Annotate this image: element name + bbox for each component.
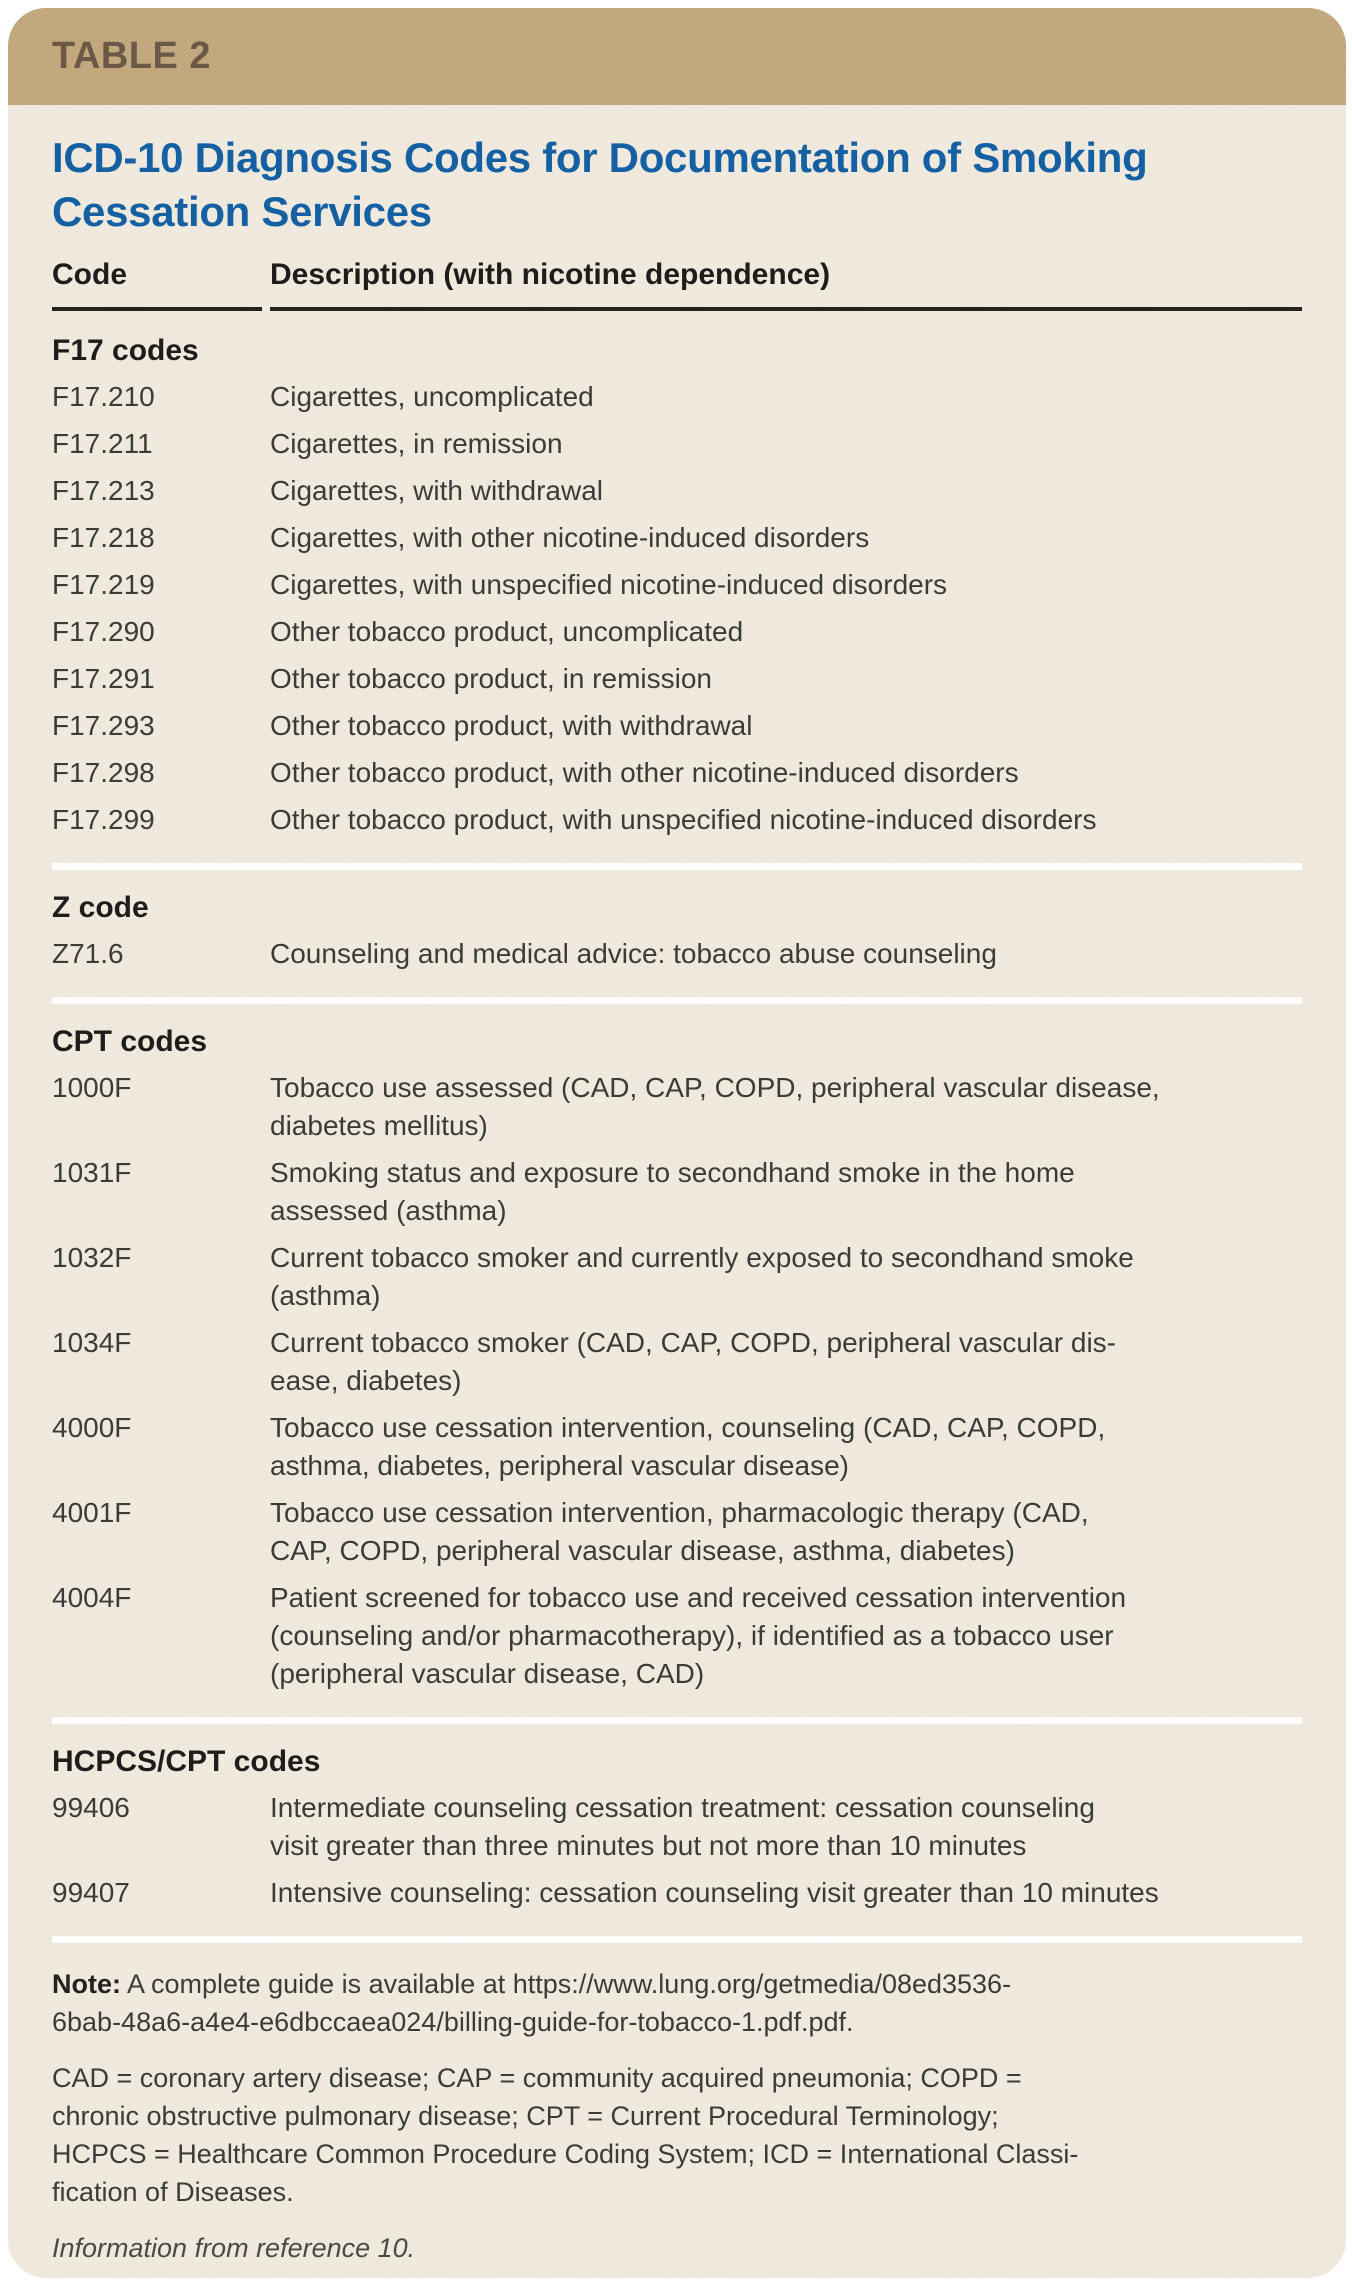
description-cell: Current tobacco smoker and currently exp… [270,1242,1134,1311]
code-cell: Z71.6 [52,938,124,969]
description-cell: Other tobacco product, with unspecified … [270,804,1097,835]
note-label: Note: [52,1969,121,1999]
section-heading-cpt-codes: CPT codes [52,1025,208,1058]
section-heading-z-code: Z code [52,891,149,924]
table-row: F17.218 Cigarettes, with other nicotine-… [52,519,1302,557]
description-cell: Other tobacco product, uncomplicated [270,616,744,647]
description-cell: Cigarettes, uncomplicated [270,381,594,412]
section-separator [52,863,1302,870]
section-separator [52,997,1302,1004]
table-row: 4000F Tobacco use cessation intervention… [52,1409,1302,1485]
description-cell: Patient screened for tobacco use and rec… [270,1582,1127,1689]
code-cell: 4004F [52,1582,132,1613]
description-cell: Cigarettes, with unspecified nicotine-in… [270,569,948,600]
abbreviations-footnote: CAD = coronary artery disease; CAP = com… [52,2063,1079,2207]
code-cell: 1034F [52,1327,132,1358]
table-title: ICD-10 Diagnosis Codes for Documentation… [52,134,1148,235]
table-row: F17.213 Cigarettes, with withdrawal [52,472,1302,510]
code-cell: F17.211 [52,428,153,459]
table-row: 4001F Tobacco use cessation intervention… [52,1494,1302,1570]
table-content: ICD-10 Diagnosis Codes for Documentation… [8,131,1346,2267]
table-row: F17.211 Cigarettes, in remission [52,425,1302,463]
column-header-code: Code [52,257,262,311]
code-cell: F17.290 [52,616,155,647]
table-row: F17.293 Other tobacco product, with with… [52,707,1302,745]
table-row: Z71.6 Counseling and medical advice: tob… [52,935,1302,973]
table-row: 99406 Intermediate counseling cessation … [52,1789,1302,1865]
description-cell: Tobacco use cessation intervention, coun… [270,1412,1106,1481]
code-cell: 4001F [52,1497,132,1528]
description-cell: Tobacco use assessed (CAD, CAP, COPD, pe… [270,1072,1160,1141]
table-row: F17.210 Cigarettes, uncomplicated [52,378,1302,416]
column-header-description: Description (with nicotine dependence) [270,257,1302,311]
section-heading-f17-codes: F17 codes [52,334,199,367]
description-cell: Cigarettes, with withdrawal [270,475,604,506]
table-row: 1034F Current tobacco smoker (CAD, CAP, … [52,1324,1302,1400]
description-cell: Current tobacco smoker (CAD, CAP, COPD, … [270,1327,1117,1396]
code-cell: F17.219 [52,569,155,600]
code-cell: F17.293 [52,710,155,741]
table-row: F17.290 Other tobacco product, uncomplic… [52,613,1302,651]
code-cell: F17.299 [52,804,155,835]
description-cell: Cigarettes, with other nicotine-induced … [270,522,870,553]
table-row: 1031F Smoking status and exposure to sec… [52,1154,1302,1230]
code-cell: F17.213 [52,475,155,506]
description-cell: Other tobacco product, in remission [270,663,712,694]
note-footnote: Note: A complete guide is available at h… [52,1965,1302,2041]
source-attribution: Information from reference 10. [52,2233,416,2263]
code-cell: F17.298 [52,757,155,788]
table-card: TABLE 2 ICD-10 Diagnosis Codes for Docum… [8,8,1346,2278]
description-cell: Intermediate counseling cessation treatm… [270,1792,1095,1861]
code-cell: 1031F [52,1157,132,1188]
description-cell: Cigarettes, in remission [270,428,563,459]
code-cell: 4000F [52,1412,132,1443]
description-cell: Smoking status and exposure to secondhan… [270,1157,1075,1226]
table-row: F17.219 Cigarettes, with unspecified nic… [52,566,1302,604]
section-separator [52,1936,1302,1943]
code-cell: F17.210 [52,381,155,412]
code-cell: F17.218 [52,522,155,553]
code-cell: 99407 [52,1877,130,1908]
table-row: 1032F Current tobacco smoker and current… [52,1239,1302,1315]
table-row: 4004F Patient screened for tobacco use a… [52,1579,1302,1693]
section-separator [52,1717,1302,1724]
table-row: F17.299 Other tobacco product, with unsp… [52,801,1302,839]
code-cell: F17.291 [52,663,155,694]
code-cell: 1000F [52,1072,132,1103]
description-cell: Other tobacco product, with other nicoti… [270,757,1019,788]
table-row: 99407 Intensive counseling: cessation co… [52,1874,1302,1912]
table-row: F17.298 Other tobacco product, with othe… [52,754,1302,792]
description-cell: Counseling and medical advice: tobacco a… [270,938,997,969]
table-row: F17.291 Other tobacco product, in remiss… [52,660,1302,698]
column-header-row: Code Description (with nicotine dependen… [52,257,1302,311]
table-row: 1000F Tobacco use assessed (CAD, CAP, CO… [52,1069,1302,1145]
table-banner: TABLE 2 [8,8,1346,105]
description-cell: Other tobacco product, with withdrawal [270,710,753,741]
code-cell: 99406 [52,1792,130,1823]
note-text: A complete guide is available at https:/… [52,1969,1012,2037]
code-cell: 1032F [52,1242,132,1273]
table-label: TABLE 2 [52,35,212,77]
description-cell: Intensive counseling: cessation counseli… [270,1877,1159,1908]
description-cell: Tobacco use cessation intervention, phar… [270,1497,1089,1566]
section-heading-hcpcs-cpt-codes: HCPCS/CPT codes [52,1745,321,1778]
